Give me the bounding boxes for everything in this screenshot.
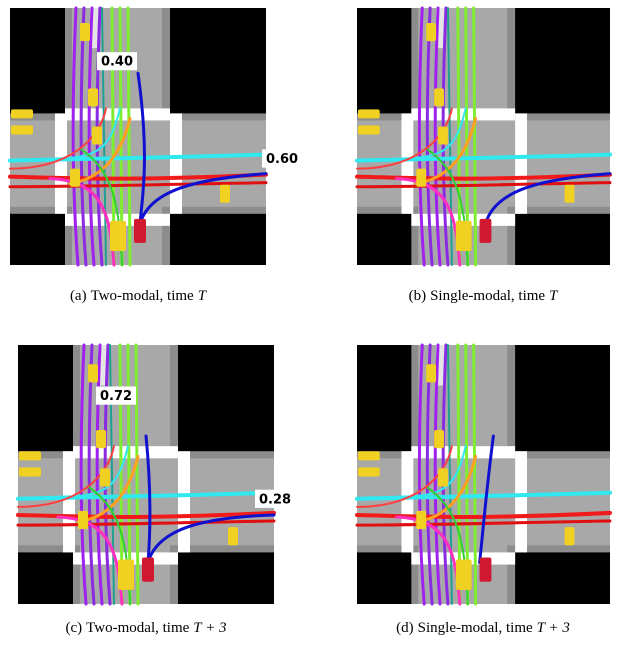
ego-vehicle [480, 557, 492, 581]
crosswalk [178, 451, 190, 552]
vehicle [456, 221, 472, 251]
vehicle [416, 511, 426, 529]
vehicle [19, 451, 41, 460]
crosswalk [401, 113, 413, 213]
vehicle [11, 125, 33, 134]
vehicle [92, 126, 102, 144]
vehicle [565, 185, 575, 203]
vehicle [96, 430, 106, 448]
caption-tag: (c) [66, 620, 83, 636]
body: 0.400.60(a)Two-modal, timeT(b)Single-mod… [0, 0, 618, 650]
probability-label: 0.60 [266, 152, 298, 167]
ego-vehicle [142, 557, 154, 581]
vehicle [88, 364, 98, 382]
page: Two-modal vs single-modal predictions {"… [0, 0, 618, 650]
vehicle [110, 221, 126, 251]
vehicle [438, 126, 448, 144]
vehicle [426, 23, 436, 41]
scene-image [357, 8, 610, 265]
vehicle [358, 125, 380, 134]
lane-path [474, 345, 476, 604]
caption-tag: (a) [70, 288, 87, 304]
vehicle [434, 430, 444, 448]
caption-text: Two-modal, time [86, 620, 189, 636]
crosswalk [515, 113, 527, 213]
caption-tag: (b) [409, 288, 427, 304]
vehicle [11, 109, 33, 118]
vehicle [358, 109, 380, 118]
crosswalk [55, 113, 67, 213]
caption-tag: (d) [396, 620, 414, 636]
caption-math: T + 3 [537, 620, 570, 636]
lane-path [136, 345, 138, 604]
crosswalk [63, 451, 75, 552]
ego-vehicle [134, 219, 146, 243]
caption-math: T + 3 [193, 620, 226, 636]
vehicle [434, 88, 444, 106]
lane-path [474, 8, 476, 265]
caption-math: T [198, 288, 208, 304]
vehicle [228, 527, 238, 545]
crosswalk [401, 451, 413, 552]
vehicle [416, 169, 426, 187]
crosswalk [170, 113, 182, 213]
caption-math: T [549, 288, 559, 304]
probability-label: 0.40 [101, 55, 133, 70]
vehicle [220, 185, 230, 203]
vehicle [456, 559, 472, 589]
probability-label: 0.28 [259, 492, 291, 507]
caption-text: Single-modal, time [430, 288, 545, 304]
vehicle [80, 23, 90, 41]
lane-path [128, 8, 130, 265]
crosswalk [515, 451, 527, 552]
vehicle [100, 468, 110, 486]
vehicle [78, 511, 88, 529]
vehicle [358, 451, 380, 460]
caption-text: Single-modal, time [418, 620, 533, 636]
vehicle [70, 169, 80, 187]
vehicle [118, 559, 134, 589]
vehicle [565, 527, 575, 545]
vehicle [19, 467, 41, 476]
ego-vehicle [480, 219, 492, 243]
caption-text: Two-modal, time [91, 288, 194, 304]
vehicle [426, 364, 436, 382]
scene-image [357, 345, 610, 604]
figure: 0.400.60(a)Two-modal, timeT(b)Single-mod… [0, 0, 618, 650]
vehicle [88, 88, 98, 106]
probability-label: 0.72 [100, 389, 132, 404]
scene-image: 0.72 0.28 [18, 345, 295, 604]
scene-image: 0.40 0.60 [10, 8, 302, 265]
vehicle [358, 467, 380, 476]
vehicle [438, 468, 448, 486]
